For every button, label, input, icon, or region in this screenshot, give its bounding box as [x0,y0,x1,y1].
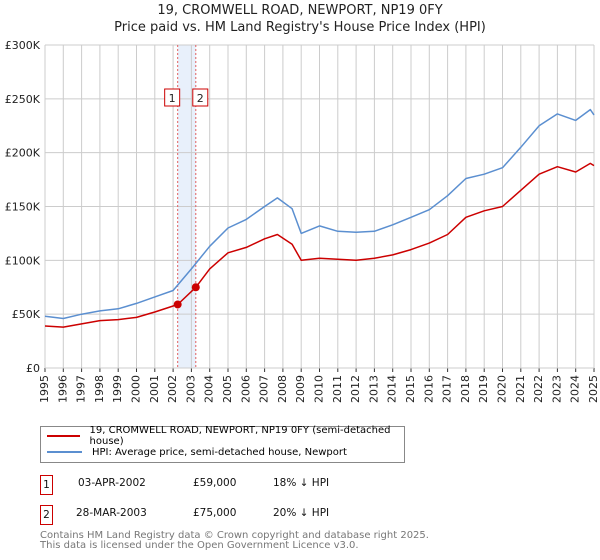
x-tick-label: 2016 [422,375,435,403]
footer: Contains HM Land Registry data © Crown c… [40,531,429,551]
price-chart: 1995 1996 1997 1998 1999 2000 2001 2002 2003 2004… [5,39,600,403]
sale-price: £59,000 [193,477,237,489]
x-tick-label: 1996 [56,375,69,403]
x-tick-label: 2001 [148,375,161,403]
x-tick-label: 2010 [313,375,326,403]
x-tick-label: 2023 [550,375,563,403]
x-tick-label: 2000 [130,375,143,403]
legend-hpi-label: HPI: Average price, semi-detached house,… [92,446,347,458]
x-tick-label: 2025 [587,375,600,403]
sale-label: 1 [169,92,176,105]
x-tick-label: 2003 [184,375,197,403]
chart-subtitle: Price paid vs. HM Land Registry's House … [114,20,486,35]
sale-badge: 2 [40,505,53,525]
sale-label-box [192,88,209,107]
sale-badge: 1 [40,475,53,495]
sale-point [173,300,182,309]
x-tick-label: 2007 [258,375,271,403]
x-tick-label: 2024 [569,375,582,403]
footer-line-2: This data is licensed under the Open Gov… [40,540,359,551]
x-tick-label: 2018 [459,375,472,403]
y-tick-label: £100K [5,254,41,267]
legend-property-swatch [47,435,80,437]
sale-label-box [164,88,181,107]
x-tick-label: 2008 [276,375,289,403]
x-tick-label: 2012 [349,375,362,403]
x-tick-label: 2017 [441,375,454,403]
sale-hpi-diff: 18% ↓ HPI [273,477,330,489]
x-tick-label: 2013 [367,375,380,403]
property-price-line [44,162,595,328]
y-tick-label: £200K [5,147,41,160]
x-tick-label: 2020 [496,375,509,403]
x-tick-label: 2015 [404,375,417,403]
x-tick-label: 1997 [75,375,88,403]
x-tick-label: 2005 [221,375,234,403]
legend-property-label: 19, CROMWELL ROAD, NEWPORT, NP19 0FY (se… [89,425,391,447]
legend-hpi-swatch [47,451,82,453]
x-tick-label: 2022 [532,375,545,403]
x-tick-label: 1998 [93,375,106,403]
sale-point [191,283,200,292]
x-tick-label: 1999 [111,375,124,403]
sale-date: 03-APR-2002 [78,477,146,489]
chart-title: 19, CROMWELL ROAD, NEWPORT, NP19 0FY [157,3,443,18]
sale-label: 2 [197,92,204,105]
y-tick-label: £150K [5,201,41,214]
sale-hpi-diff: 20% ↓ HPI [273,507,330,519]
x-tick-label: 2011 [331,375,344,403]
y-tick-label: £50K [12,308,41,321]
x-tick-label: 2002 [166,375,179,403]
sale-row-1: 1 03-APR-2002 £59,000 18% ↓ HPI [40,475,440,495]
sale-row-2: 2 28-MAR-2003 £75,000 20% ↓ HPI [40,505,440,525]
x-tick-label: 2006 [239,375,252,403]
x-tick-label: 2014 [386,375,399,403]
x-tick-label: 1995 [38,375,51,403]
footer-line-1: Contains HM Land Registry data © Crown c… [40,530,429,541]
legend: 19, CROMWELL ROAD, NEWPORT, NP19 0FY (se… [40,425,405,463]
hpi-line [44,108,595,320]
x-tick-label: 2004 [203,375,216,403]
sale-price: £75,000 [193,507,237,519]
x-tick-label: 2019 [477,375,490,403]
x-tick-label: 2021 [514,375,527,403]
x-tick-label: 2009 [294,375,307,403]
y-tick-label: £250K [5,93,41,106]
y-tick-label: £300K [5,39,41,52]
sale-date: 28-MAR-2003 [76,507,147,519]
y-tick-label: £0 [26,362,40,375]
